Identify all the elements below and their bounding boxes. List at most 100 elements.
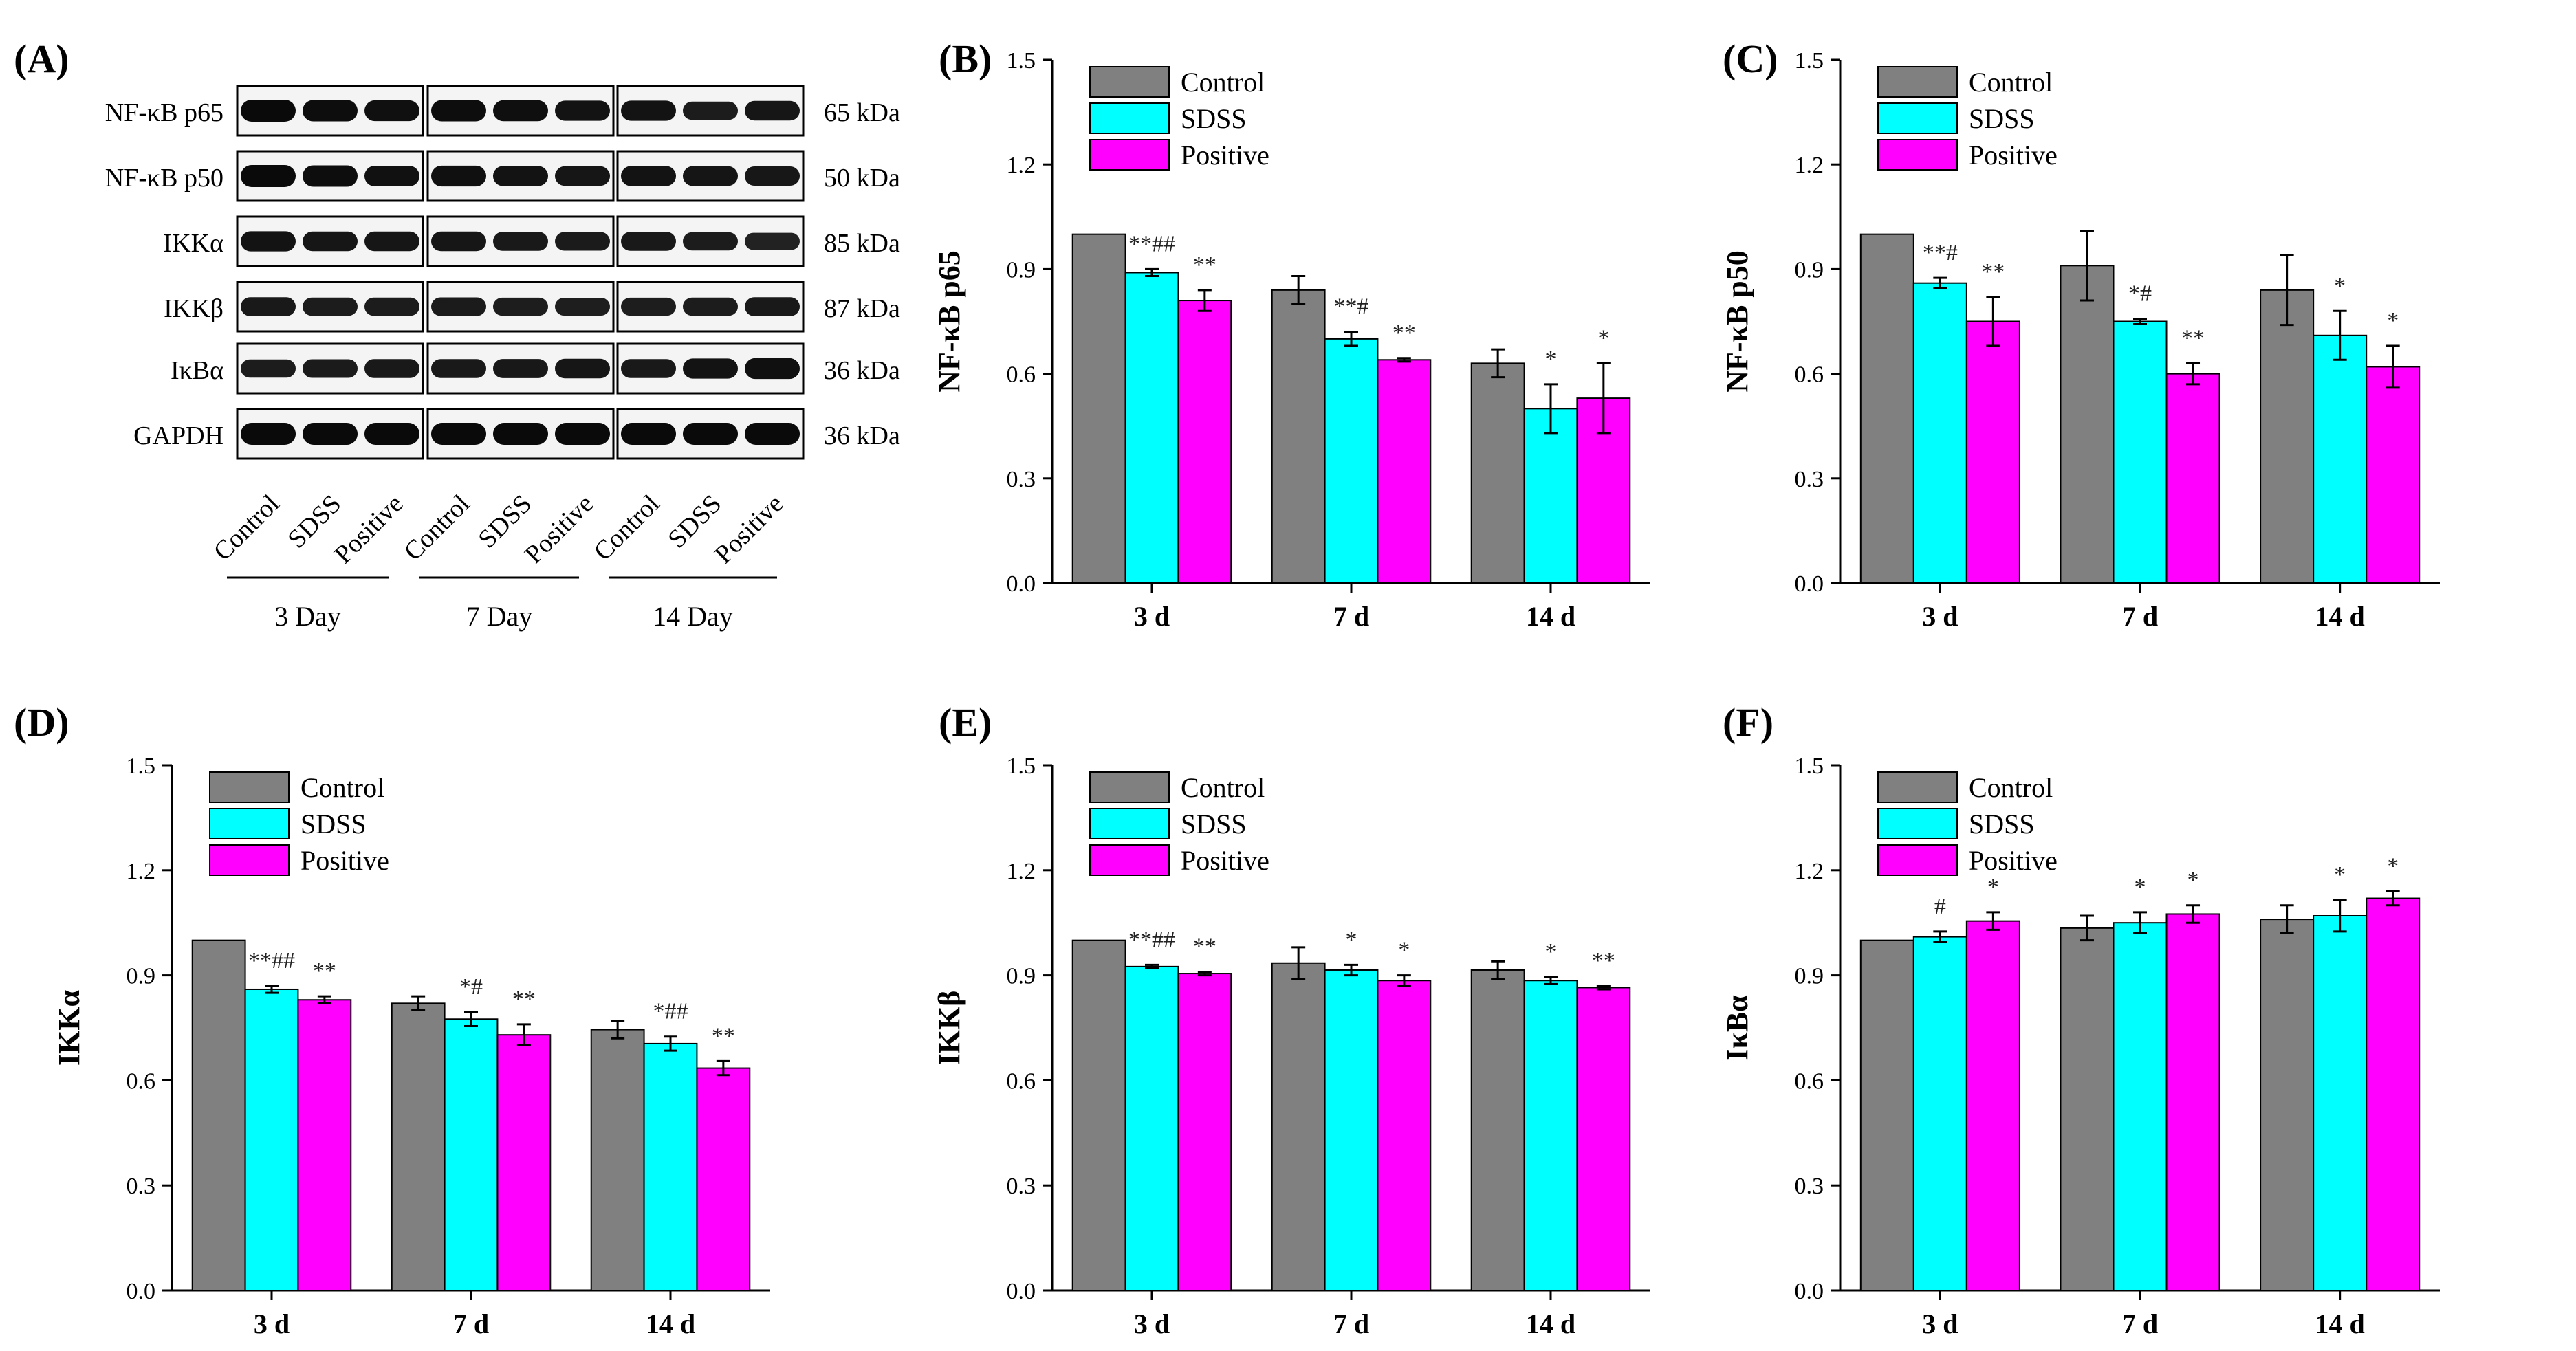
y-tick-label: 0.0 [1007, 571, 1036, 597]
significance-mark: *# [2128, 281, 2152, 306]
blot-band [745, 358, 800, 380]
legend-label: Positive [301, 845, 389, 876]
y-tick-label: 0.6 [127, 1068, 156, 1094]
legend-swatch [1089, 102, 1170, 134]
blot-band [241, 100, 296, 122]
legend-swatch [1877, 139, 1958, 171]
legend-swatch [1877, 102, 1958, 134]
blot-band [555, 358, 610, 379]
blot-band [493, 297, 548, 316]
legend-label: SDSS [1969, 103, 2035, 134]
bar [1377, 980, 1432, 1291]
y-tick-label: 0.3 [1795, 1174, 1824, 1199]
lane-label: Positive [709, 490, 789, 569]
legend-label: Positive [1969, 845, 2057, 876]
y-tick-label: 0.6 [1795, 362, 1824, 388]
y-tick-label: 1.5 [1007, 754, 1036, 779]
blot-band [683, 166, 738, 186]
x-tick-label: 3 d [1134, 601, 1170, 632]
western-blot-panel: (A) NF-κB p65 65 kDa NF-κB p50 50 kDa IKKα 85… [14, 36, 900, 632]
bar [1124, 272, 1179, 584]
bar [1324, 969, 1379, 1291]
x-tick-label: 7 d [1333, 601, 1369, 632]
significance-mark: **# [1923, 240, 1958, 265]
bar [244, 988, 299, 1292]
panel-label: (E) [939, 700, 992, 745]
x-tick-label: 3 d [1134, 1308, 1170, 1339]
bar [2366, 897, 2421, 1291]
chart-b: (B)0.00.30.60.91.21.5NF-κB p65**##**3 d*… [932, 36, 1650, 632]
bar [444, 1018, 499, 1292]
bar [1859, 233, 1914, 584]
kda-label: 65 kDa [824, 98, 900, 127]
y-tick-label: 1.5 [127, 754, 156, 779]
y-tick-label: 1.5 [1795, 754, 1824, 779]
significance-mark: *# [459, 974, 483, 1000]
protein-label: IKKα [164, 229, 224, 258]
bar [590, 1029, 645, 1291]
y-tick-label: 0.0 [127, 1279, 156, 1304]
legend-swatch [209, 844, 290, 876]
significance-mark: * [2334, 862, 2346, 888]
lane-label: Control [589, 490, 666, 567]
blot-band [555, 100, 610, 121]
blot-band [683, 232, 738, 251]
bar [1912, 282, 1967, 584]
legend-swatch [1089, 844, 1170, 876]
bar [643, 1042, 698, 1292]
x-tick-label: 14 d [2315, 601, 2365, 632]
significance-mark: ** [1193, 252, 1216, 278]
x-tick-label: 7 d [1333, 1308, 1369, 1339]
legend-swatch [1089, 808, 1170, 839]
blot-band [683, 101, 738, 120]
blot-band [431, 297, 486, 316]
bar [2113, 320, 2168, 584]
bar [1177, 300, 1232, 584]
x-tick-label: 14 d [2315, 1308, 2365, 1339]
bar [2060, 265, 2115, 584]
x-tick-label: 3 d [1922, 1308, 1958, 1339]
blot-band [683, 358, 738, 379]
y-tick-label: 0.3 [127, 1174, 156, 1199]
significance-mark: * [1346, 927, 1357, 952]
bar [1324, 338, 1379, 584]
y-axis-label: IKKα [52, 989, 86, 1066]
significance-mark: * [1987, 875, 1999, 900]
legend-swatch [1877, 808, 1958, 839]
bar [2165, 913, 2220, 1291]
x-tick-label: 7 d [2122, 1308, 2158, 1339]
bar [1470, 969, 1525, 1291]
blot-band [493, 359, 548, 378]
bar-charts: (B)0.00.30.60.91.21.5NF-κB p65**##**3 d*… [14, 36, 2440, 1339]
blot-band [303, 165, 358, 187]
chart-c: (C)0.00.30.60.91.21.5NF-κB p50 **#**3 d*#… [1721, 36, 2440, 632]
significance-mark: **## [248, 948, 295, 974]
y-axis-label: IκBα [1721, 995, 1754, 1061]
legend-label: Positive [1969, 140, 2057, 171]
significance-mark: * [1597, 325, 1609, 351]
kda-label: 36 kDa [824, 356, 900, 385]
significance-mark: * [2334, 273, 2346, 298]
bar [191, 939, 246, 1291]
bar [297, 999, 352, 1291]
significance-mark: **# [1334, 294, 1369, 320]
panel-label: (B) [939, 36, 992, 81]
bar [2060, 927, 2115, 1291]
x-tick-label: 7 d [453, 1308, 489, 1339]
y-tick-label: 1.5 [1795, 48, 1824, 74]
blot-band [621, 359, 676, 378]
protein-label: GAPDH [133, 421, 223, 450]
legend-swatch [209, 808, 290, 839]
significance-mark: * [1545, 939, 1557, 965]
y-tick-label: 1.2 [1007, 153, 1036, 178]
y-axis-label: NF-κB p50 [1721, 250, 1754, 393]
legend-label: Control [301, 772, 384, 803]
bar [2165, 373, 2220, 584]
legend-label: Control [1181, 67, 1265, 98]
bar [2313, 334, 2368, 584]
blot-band [431, 423, 486, 445]
y-tick-label: 1.2 [127, 859, 156, 884]
x-tick-label: 14 d [1526, 1308, 1575, 1339]
blot-band [431, 165, 486, 187]
